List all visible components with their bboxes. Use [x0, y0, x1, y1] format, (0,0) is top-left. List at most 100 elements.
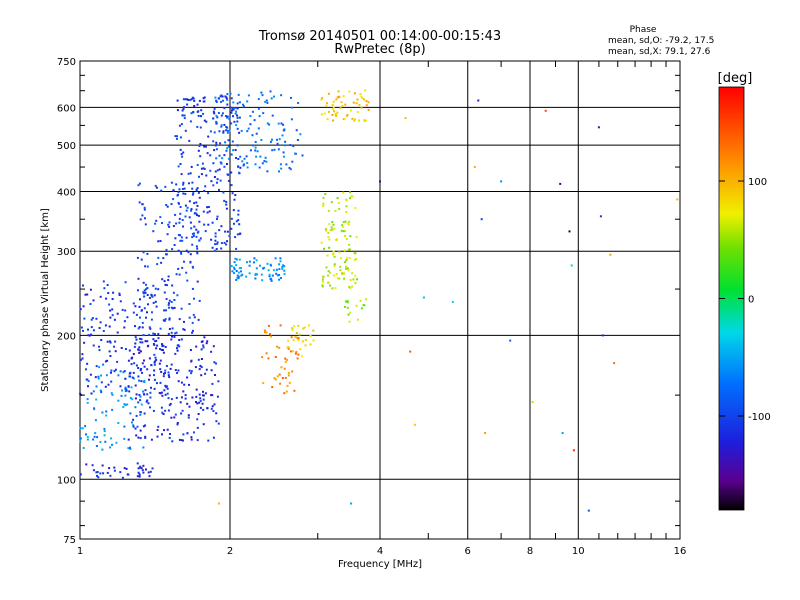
data-point: [241, 273, 244, 276]
data-point: [330, 201, 333, 204]
data-point: [242, 105, 245, 108]
data-point: [143, 412, 146, 415]
data-point: [186, 98, 189, 101]
data-point: [89, 373, 92, 376]
data-point: [332, 100, 335, 103]
data-point: [234, 236, 237, 239]
data-point: [345, 267, 348, 270]
data-point: [99, 295, 102, 298]
data-point: [161, 278, 164, 281]
data-point: [341, 104, 344, 107]
data-point: [254, 277, 257, 280]
data-point: [167, 279, 170, 281]
data-point: [170, 301, 173, 303]
data-point: [197, 191, 200, 194]
data-point: [152, 301, 155, 304]
data-point: [484, 432, 487, 434]
data-point: [333, 227, 336, 230]
data-point: [162, 375, 165, 378]
data-point: [146, 252, 149, 255]
data-point: [140, 380, 143, 383]
data-point: [254, 163, 257, 166]
data-point: [161, 433, 163, 436]
data-point: [336, 197, 339, 200]
data-point: [134, 336, 137, 339]
data-point: [321, 284, 324, 287]
data-point: [109, 446, 112, 449]
data-point: [94, 419, 97, 422]
data-point: [149, 391, 152, 394]
data-point: [189, 120, 192, 123]
data-point: [287, 346, 290, 349]
data-point: [325, 228, 327, 231]
data-point: [174, 332, 177, 335]
data-point: [210, 369, 213, 372]
data-point: [166, 205, 169, 208]
data-point: [175, 396, 178, 399]
data-point: [167, 275, 170, 278]
data-point: [240, 270, 242, 273]
data-point: [109, 341, 112, 344]
data-point: [160, 261, 163, 264]
data-point: [124, 281, 127, 284]
data-point: [204, 145, 207, 147]
data-point: [351, 285, 354, 288]
data-point: [123, 425, 126, 428]
data-point: [129, 446, 131, 449]
data-point: [219, 179, 222, 182]
data-point: [261, 94, 264, 97]
data-point: [233, 120, 236, 123]
data-point: [168, 299, 171, 302]
data-point: [129, 397, 132, 400]
data-point: [332, 250, 335, 253]
data-point: [278, 278, 281, 281]
data-point: [145, 316, 147, 319]
data-point: [97, 377, 100, 380]
data-point: [225, 207, 228, 210]
data-point: [98, 366, 101, 369]
data-point: [166, 387, 169, 390]
data-point: [587, 509, 590, 512]
data-point: [231, 192, 234, 195]
data-point: [597, 126, 600, 129]
data-point: [123, 437, 126, 440]
data-point: [234, 149, 237, 151]
data-point: [207, 135, 210, 138]
data-point: [230, 184, 233, 187]
data-point: [137, 184, 140, 187]
data-point: [111, 308, 114, 311]
data-point: [132, 353, 135, 355]
data-point: [531, 401, 534, 404]
data-point: [216, 178, 219, 181]
data-point: [190, 370, 193, 373]
data-point: [312, 329, 315, 332]
data-point: [171, 307, 174, 310]
data-point: [178, 273, 181, 276]
data-point: [191, 321, 194, 324]
data-point: [182, 151, 185, 154]
data-point: [367, 108, 370, 111]
data-point: [86, 362, 89, 365]
data-point: [159, 381, 162, 384]
data-point: [128, 349, 131, 352]
data-point: [355, 102, 358, 105]
data-point: [364, 119, 367, 122]
colorbar-ticks: 100 0 -100: [719, 177, 771, 423]
data-point: [199, 143, 202, 145]
data-point: [97, 476, 100, 479]
data-point: [202, 100, 205, 103]
data-point: [356, 98, 359, 101]
data-point: [161, 394, 164, 397]
x-tick-label: 1: [77, 546, 83, 557]
data-point: [97, 375, 100, 378]
data-point: [198, 145, 201, 147]
data-point: [214, 96, 217, 99]
data-point: [183, 117, 186, 120]
data-point: [172, 189, 175, 192]
data-point: [110, 437, 113, 440]
data-point: [98, 327, 101, 329]
data-point: [134, 397, 137, 400]
data-point: [206, 211, 209, 214]
data-point: [191, 193, 194, 196]
data-point: [227, 173, 230, 176]
